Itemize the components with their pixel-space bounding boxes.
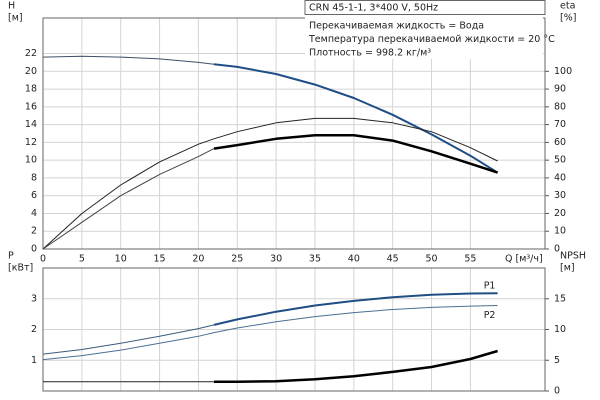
x-tick-label: 40: [348, 254, 360, 265]
y-tick-label: 2: [31, 324, 37, 335]
y-tick-label: 12: [25, 137, 37, 148]
x-tick-label: 10: [115, 254, 127, 265]
curve-label: P1: [484, 281, 496, 292]
info-text: Температура перекачиваемой жидкости = 20…: [308, 34, 555, 45]
y-tick-label: 0: [31, 244, 37, 255]
y2-axis-label: [м]: [560, 263, 575, 274]
x-tick-label: 45: [387, 254, 399, 265]
info-background: [305, 15, 543, 59]
y2-tick-label: 100: [554, 66, 572, 77]
plot-frame: [42, 267, 546, 392]
curve: [214, 349, 498, 384]
y2-tick-label: 50: [554, 155, 566, 166]
y2-tick-label: 0: [554, 244, 560, 255]
x-tick-label: 55: [464, 254, 476, 265]
y2-tick-label: 70: [554, 119, 566, 130]
y2-tick-label: 60: [554, 137, 566, 148]
y2-tick-label: 80: [554, 101, 566, 112]
curve-label: P2: [484, 310, 496, 321]
y2-tick-label: 90: [554, 84, 566, 95]
y2-tick-label: 10: [554, 324, 566, 335]
x-tick-label: 20: [192, 254, 204, 265]
y-axis-label: P: [8, 251, 14, 262]
x-tick-label: 35: [309, 254, 321, 265]
y-tick-label: 3: [31, 293, 37, 304]
y-tick-label: 22: [25, 48, 37, 59]
y-tick-label: 14: [25, 119, 37, 130]
y2-tick-label: 15: [554, 293, 566, 304]
y-axis-label: [кВт]: [8, 263, 33, 274]
y-tick-label: 10: [25, 155, 37, 166]
curve: [213, 292, 498, 326]
y2-tick-label: 5: [554, 355, 560, 366]
y-tick-label: 8: [31, 172, 37, 183]
info-text: Плотность = 998.2 кг/м³: [309, 48, 431, 59]
y2-tick-label: 10: [554, 226, 566, 237]
y-tick-label: 1: [31, 355, 37, 366]
y-tick-label: 20: [25, 66, 37, 77]
x-tick-label: 25: [231, 254, 243, 265]
curve: [213, 63, 499, 174]
curve: [42, 305, 498, 361]
info-text: Перекачиваемая жидкость = Вода: [309, 21, 484, 32]
y-axis-label: [м]: [8, 13, 23, 24]
curve: [42, 148, 215, 250]
y-axis-label: H: [8, 1, 15, 12]
x-axis-label: Q [м³/ч]: [505, 254, 543, 265]
x-tick-label: 0: [40, 254, 46, 265]
curve: [42, 324, 215, 355]
y2-axis-label: [%]: [560, 13, 576, 24]
y-tick-label: 18: [25, 84, 37, 95]
y-tick-label: 16: [25, 101, 37, 112]
model-text: CRN 45-1-1, 3*400 V, 50Hz: [309, 3, 438, 14]
model-box: [304, 0, 546, 15]
curve: [213, 134, 498, 174]
y2-tick-label: 0: [554, 386, 560, 397]
y2-tick-label: 20: [554, 208, 566, 219]
curve: [42, 117, 498, 250]
y2-tick-label: 40: [554, 172, 566, 183]
x-tick-label: 5: [79, 254, 85, 265]
curve: [42, 55, 215, 65]
y2-tick-label: 30: [554, 190, 566, 201]
y2-axis-label: NPSH: [560, 251, 586, 262]
plot-frame: [42, 17, 546, 250]
y-tick-label: 4: [31, 208, 37, 219]
y2-axis-label: eta: [560, 1, 575, 12]
y-tick-label: 6: [31, 190, 37, 201]
x-tick-label: 30: [270, 254, 282, 265]
x-tick-label: 15: [154, 254, 166, 265]
x-tick-label: 50: [425, 254, 437, 265]
y-tick-label: 2: [31, 226, 37, 237]
